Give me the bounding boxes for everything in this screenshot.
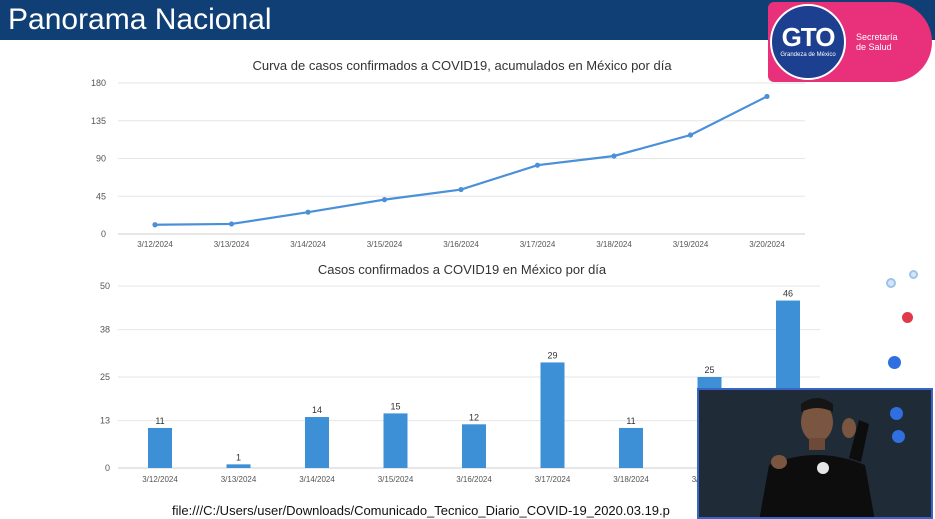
x-tick-label: 3/19/2024 bbox=[673, 240, 709, 249]
y-tick-label: 135 bbox=[91, 116, 106, 126]
bar bbox=[383, 413, 408, 468]
bar-value-label: 11 bbox=[155, 416, 164, 426]
x-tick-label: 3/15/2024 bbox=[378, 475, 414, 484]
bar-value-label: 25 bbox=[704, 365, 714, 375]
x-tick-label: 3/14/2024 bbox=[299, 475, 335, 484]
bar-value-label: 1 bbox=[236, 452, 241, 462]
y-tick-label: 50 bbox=[100, 281, 110, 291]
bar bbox=[462, 424, 486, 468]
bar-value-label: 15 bbox=[390, 401, 400, 411]
file-path-text: file:///C:/Users/user/Downloads/Comunica… bbox=[172, 503, 670, 518]
x-tick-label: 3/14/2024 bbox=[290, 240, 326, 249]
data-point bbox=[152, 222, 158, 228]
x-tick-label: 3/16/2024 bbox=[443, 240, 479, 249]
page-title: Panorama Nacional bbox=[8, 3, 272, 36]
x-tick-label: 3/16/2024 bbox=[456, 475, 492, 484]
bar bbox=[305, 417, 329, 468]
x-tick-label: 3/17/2024 bbox=[535, 475, 571, 484]
data-point bbox=[305, 209, 311, 215]
x-tick-label: 3/12/2024 bbox=[142, 475, 178, 484]
data-point bbox=[764, 93, 770, 100]
like-reaction-icon bbox=[888, 356, 901, 369]
x-tick-label: 3/18/2024 bbox=[596, 240, 632, 249]
x-tick-label: 3/17/2024 bbox=[520, 240, 556, 249]
bar bbox=[148, 427, 172, 468]
data-point bbox=[458, 186, 464, 193]
logo-tagline: Grandeza de México bbox=[780, 52, 836, 58]
data-point bbox=[611, 153, 617, 159]
like-reaction-icon bbox=[892, 430, 905, 443]
y-tick-label: 13 bbox=[100, 416, 110, 426]
bar-value-label: 12 bbox=[469, 412, 479, 422]
bar-value-label: 46 bbox=[783, 289, 793, 299]
y-tick-label: 38 bbox=[100, 325, 110, 335]
x-tick-label: 3/13/2024 bbox=[221, 475, 257, 484]
bar bbox=[619, 427, 643, 468]
reaction-circle-icon bbox=[886, 278, 896, 288]
data-point bbox=[228, 221, 235, 227]
bar bbox=[540, 362, 565, 468]
cumulative-line-chart: Curva de casos confirmados a COVID19, ac… bbox=[91, 58, 805, 249]
y-tick-label: 0 bbox=[105, 463, 110, 473]
bar-value-label: 11 bbox=[626, 416, 635, 426]
x-tick-label: 3/13/2024 bbox=[214, 240, 250, 249]
y-tick-label: 0 bbox=[101, 229, 106, 239]
bar-chart-title: Casos confirmados a COVID19 en México po… bbox=[318, 262, 607, 277]
x-tick-label: 3/20/2024 bbox=[749, 240, 785, 249]
logo-org: Secretaría de Salud bbox=[856, 32, 898, 52]
data-point bbox=[381, 197, 388, 203]
y-tick-label: 25 bbox=[100, 372, 110, 382]
x-tick-label: 3/12/2024 bbox=[137, 240, 173, 249]
x-tick-label: 3/15/2024 bbox=[367, 240, 403, 249]
bar-value-label: 29 bbox=[547, 350, 557, 360]
y-tick-label: 90 bbox=[96, 154, 106, 164]
x-tick-label: 3/18/2024 bbox=[613, 475, 649, 484]
bar bbox=[226, 464, 251, 468]
y-tick-label: 180 bbox=[91, 78, 106, 88]
gto-logo-icon bbox=[770, 4, 846, 80]
data-point bbox=[687, 132, 694, 138]
heart-reaction-icon bbox=[902, 312, 913, 323]
data-point bbox=[534, 162, 541, 168]
reaction-circle-icon bbox=[909, 270, 918, 279]
line-series bbox=[154, 95, 768, 226]
logo-brand: GTO bbox=[781, 22, 836, 52]
like-reaction-icon bbox=[890, 407, 903, 420]
y-tick-label: 45 bbox=[96, 191, 106, 201]
line-chart-title: Curva de casos confirmados a COVID19, ac… bbox=[252, 58, 672, 73]
logo-org-line2: de Salud bbox=[856, 42, 892, 52]
logo-org-line1: Secretaría bbox=[856, 32, 898, 42]
bar-value-label: 14 bbox=[312, 405, 322, 415]
